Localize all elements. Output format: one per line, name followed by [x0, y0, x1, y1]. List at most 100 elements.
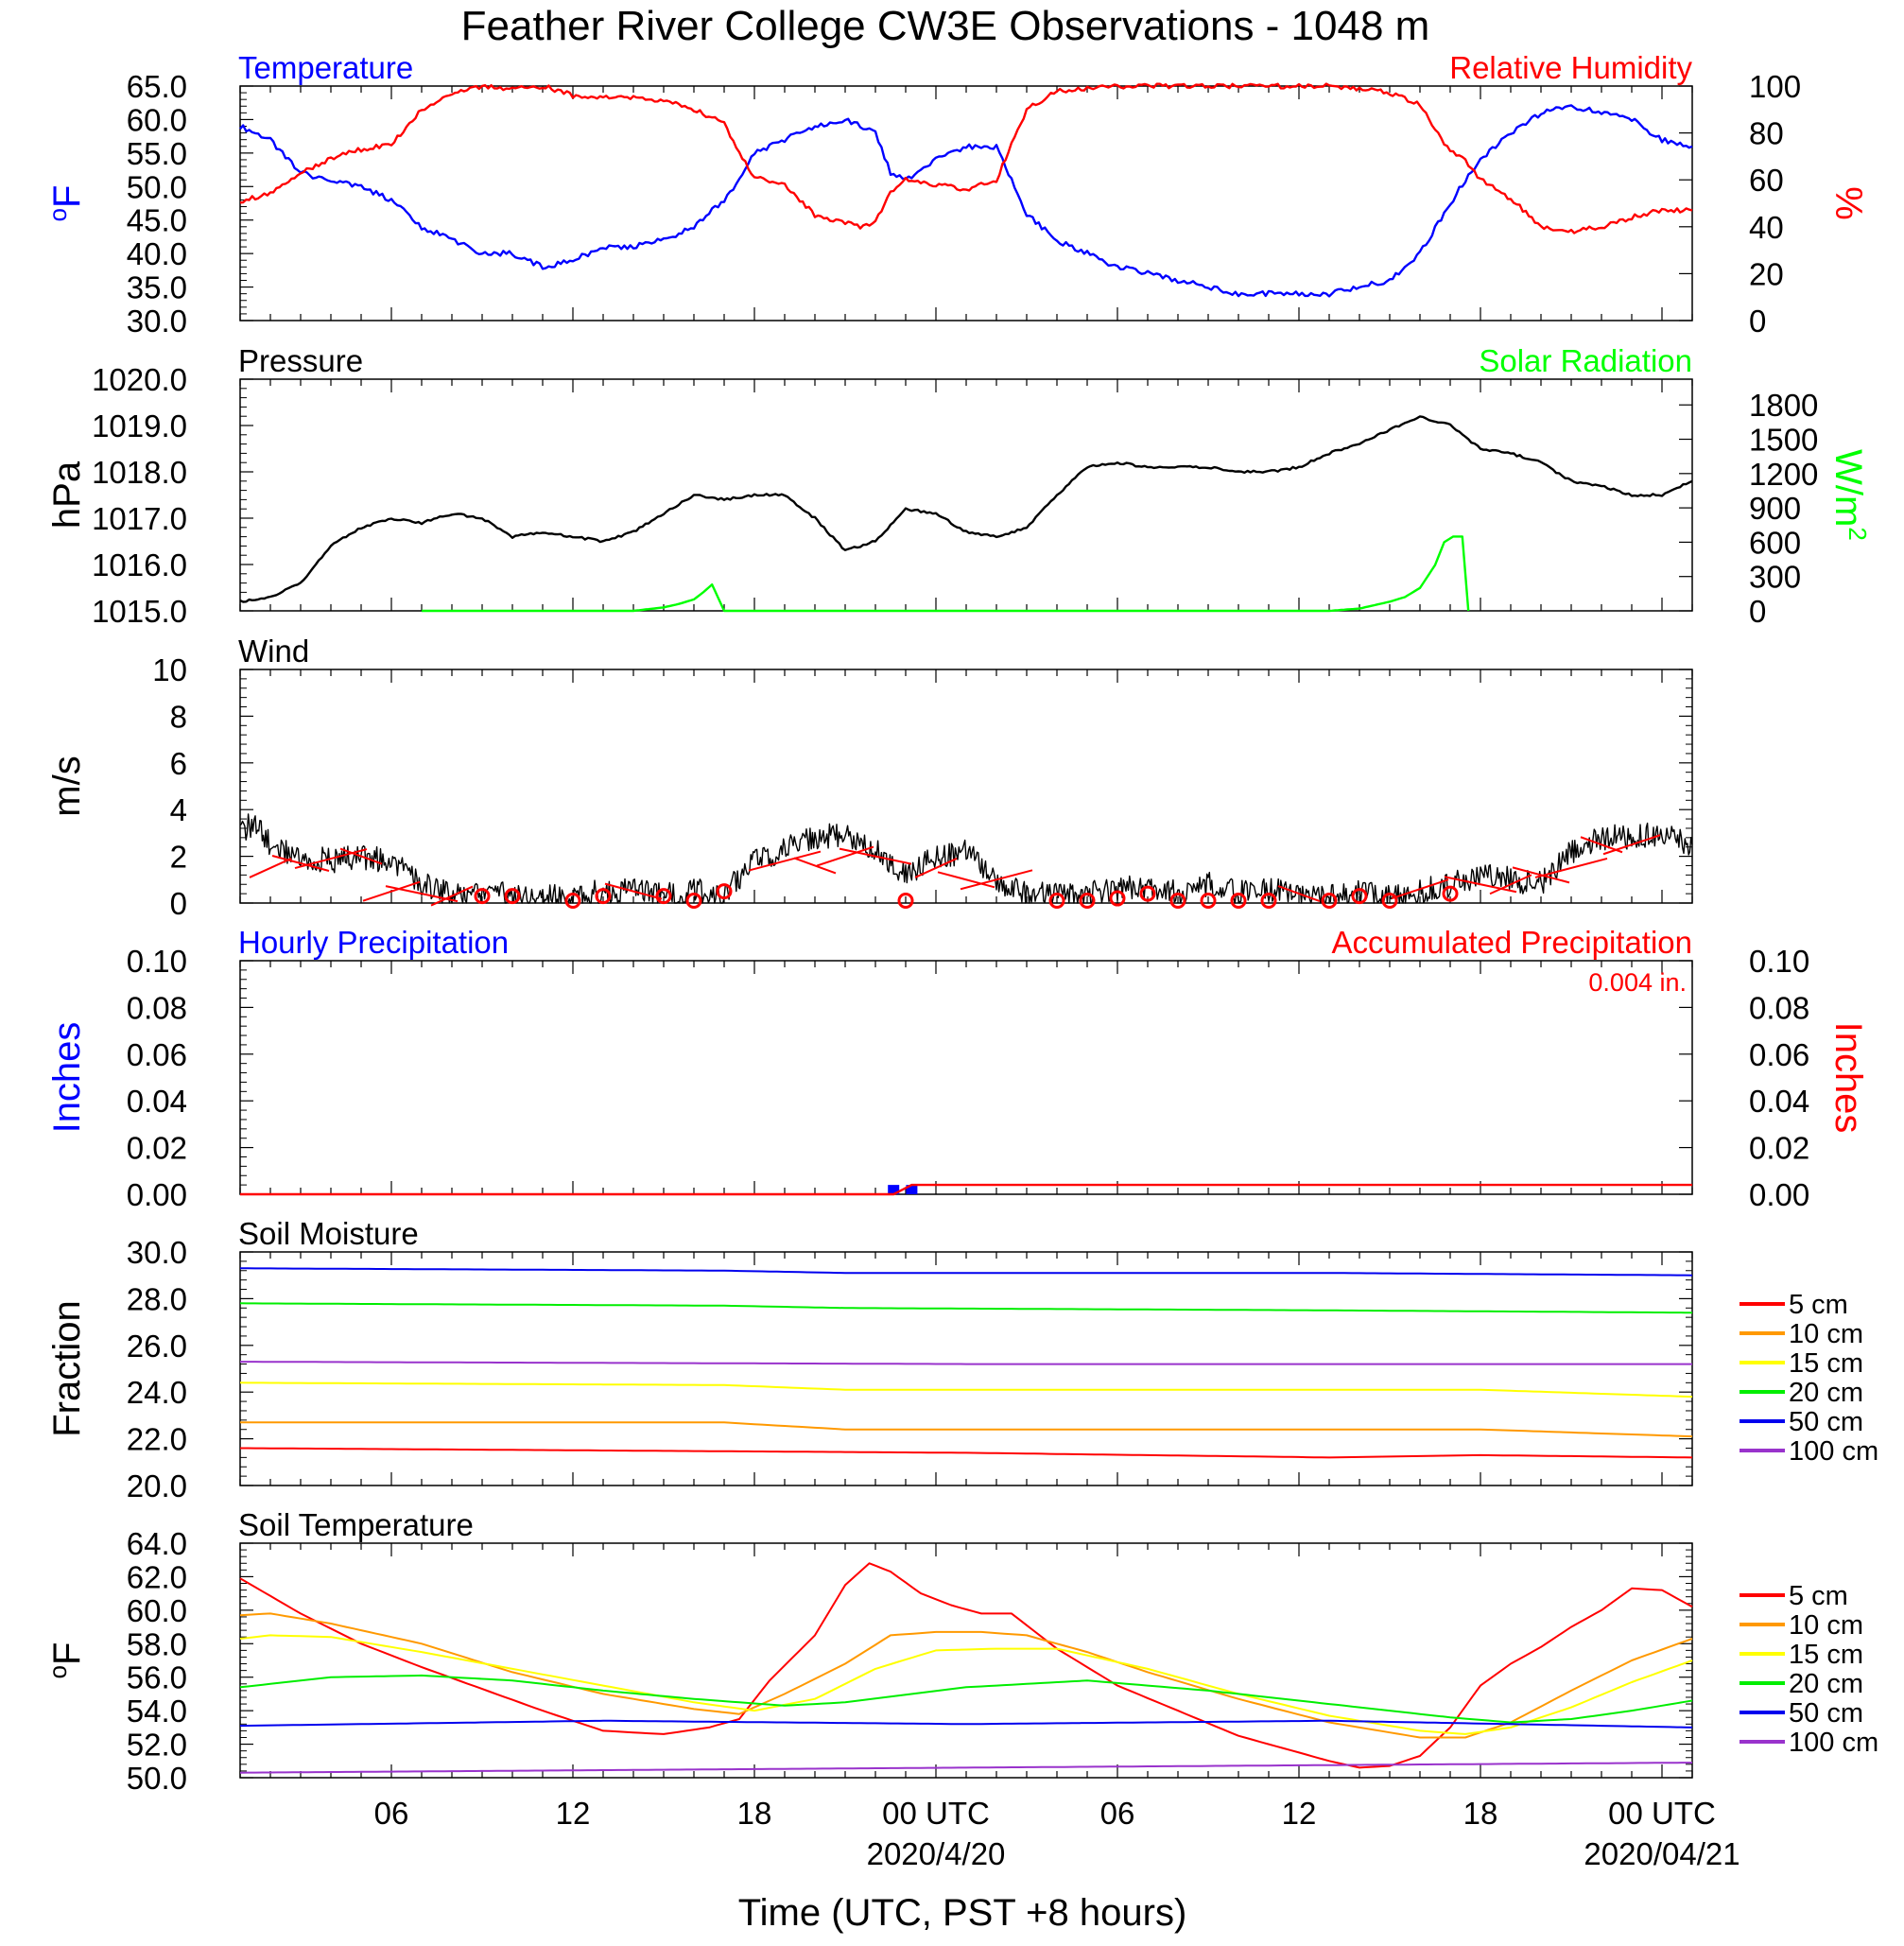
panel-soil_moisture: 30.0 28.0 26.0 24.0 22.0 20.0 Soil Moisture Fra…	[46, 1216, 1878, 1503]
y-tick-label: 0.08	[127, 990, 187, 1025]
y-tick-label-right: 80	[1749, 116, 1784, 151]
legend-label: 15 cm	[1789, 1348, 1863, 1379]
y-tick-label: 50.0	[127, 169, 187, 204]
legend-label: 20 cm	[1789, 1378, 1863, 1408]
y-tick-label: 1019.0	[92, 408, 187, 443]
y-tick-label: 58.0	[127, 1626, 187, 1661]
wind-barb	[793, 857, 837, 875]
legend-label: 15 cm	[1789, 1640, 1863, 1670]
y-tick-label: 0.00	[127, 1177, 187, 1212]
panel-precipitation: 0.10 0.08 0.06 0.04 0.02 0.00 0.10 0.08 0.06 0.04…	[46, 925, 1869, 1212]
panel-title-left: Soil Moisture	[238, 1216, 419, 1251]
y-tick-label-right: 100	[1749, 69, 1801, 104]
y-tick-label: 0.04	[127, 1084, 187, 1119]
wind-barb	[430, 885, 474, 907]
calm-wind-marker	[1321, 893, 1338, 910]
calm-wind-marker	[685, 893, 702, 910]
y-tick-label: 20.0	[127, 1468, 187, 1503]
legend-label: 100 cm	[1789, 1728, 1878, 1758]
y-tick-label-right: 300	[1749, 560, 1801, 595]
x-tick-label: 06	[1100, 1796, 1135, 1831]
calm-wind-marker	[564, 893, 581, 910]
wind-barb	[1602, 834, 1661, 856]
panel-pressure_solar: 1020.0 1019.0 1018.0 1017.0 1016.0 1015.0 1800…	[46, 343, 1872, 629]
legend-label: 100 cm	[1789, 1436, 1878, 1467]
panel-title-left: Wind	[238, 634, 309, 669]
y-tick-label: 55.0	[127, 136, 187, 171]
y-tick-label-right: 900	[1749, 491, 1801, 526]
y-tick-label: 28.0	[127, 1281, 187, 1316]
y-tick-label: 1018.0	[92, 455, 187, 490]
y-axis-label-right: Inches	[1827, 1022, 1869, 1134]
y-tick-label: 1020.0	[92, 362, 187, 397]
legend-label: 50 cm	[1789, 1698, 1863, 1729]
y-tick-label: 8	[170, 699, 187, 734]
wind-barb	[960, 869, 1033, 891]
y-tick-label: 35.0	[127, 270, 187, 305]
legend-label: 50 cm	[1789, 1407, 1863, 1437]
calm-wind-marker	[1230, 893, 1247, 910]
x-tick-label: 06	[374, 1796, 409, 1831]
y-tick-label: 64.0	[127, 1526, 187, 1561]
panel-title-left: Hourly Precipitation	[238, 925, 509, 960]
calm-wind-marker	[504, 888, 521, 905]
series-line-5-cm	[240, 1447, 1693, 1459]
calm-wind-marker	[1139, 885, 1156, 902]
series-line-relative-humidity	[239, 82, 1693, 235]
series-line-100-cm	[239, 1762, 1692, 1774]
series-line-5-cm	[239, 1562, 1693, 1769]
calm-wind-marker	[1260, 893, 1277, 910]
calm-wind-marker	[1381, 893, 1398, 910]
series-line-temperature	[239, 104, 1693, 298]
y-axis-label-left: Fraction	[46, 1300, 88, 1437]
wind-barb	[1391, 878, 1449, 900]
panel-title-right: Relative Humidity	[1449, 50, 1692, 85]
y-tick-label: 4	[170, 792, 187, 827]
series-line-pressure	[239, 415, 1693, 603]
y-tick-label-right: 0.00	[1749, 1177, 1809, 1212]
y-tick-label-right: 0.06	[1749, 1037, 1809, 1072]
y-axis-label-left: Inches	[46, 1022, 88, 1134]
calm-wind-marker	[1442, 885, 1459, 902]
x-date-label: 2020/4/20	[867, 1836, 1006, 1871]
wind-barb	[362, 880, 421, 902]
y-tick-label: 2	[170, 840, 187, 875]
precip-total-annotation: 0.004 in.	[1588, 968, 1687, 997]
panel-title-left: Soil Temperature	[238, 1507, 474, 1542]
calm-wind-marker	[716, 883, 733, 900]
legend-label: 10 cm	[1789, 1319, 1863, 1349]
y-tick-label: 26.0	[127, 1329, 187, 1364]
x-tick-label: 18	[1463, 1796, 1498, 1831]
panel-temperature_humidity: 65.060.055.050.045.040.035.030.0 100 80 60 4…	[43, 50, 1869, 339]
y-tick-label: 0.10	[127, 944, 187, 979]
wind-barb	[816, 845, 874, 867]
calm-wind-marker	[1200, 893, 1217, 910]
y-tick-label: 60.0	[127, 1593, 187, 1628]
calm-wind-marker	[1079, 893, 1096, 910]
legend-label: 10 cm	[1789, 1610, 1863, 1641]
calm-wind-marker	[655, 888, 672, 905]
y-axis-label-right: W/m2	[1827, 449, 1872, 541]
series-line-15-cm	[239, 1634, 1693, 1735]
y-tick-label: 0	[170, 886, 187, 921]
y-tick-label: 0.02	[127, 1131, 187, 1166]
wind-barb	[839, 847, 912, 865]
x-tick-label: 12	[1282, 1796, 1317, 1831]
wind-barb	[294, 848, 368, 870]
y-tick-label-right: 0	[1749, 594, 1766, 629]
y-tick-label-right: 1500	[1749, 423, 1818, 458]
wind-barb	[604, 882, 663, 900]
series-line-accumulated-precipitation	[240, 1183, 1692, 1196]
legend-label: 20 cm	[1789, 1669, 1863, 1699]
y-axis-label-right: %	[1827, 186, 1869, 220]
y-tick-label-right: 0	[1749, 304, 1766, 339]
wind-barb	[1534, 857, 1608, 878]
y-tick-label-right: 600	[1749, 525, 1801, 560]
y-tick-label-right: 0.02	[1749, 1131, 1809, 1166]
wind-barb	[249, 858, 292, 878]
y-tick-label: 30.0	[127, 1235, 187, 1270]
legend-label: 5 cm	[1789, 1581, 1848, 1611]
calm-wind-marker	[1351, 888, 1368, 905]
panel-title-right: Accumulated Precipitation	[1331, 925, 1692, 960]
